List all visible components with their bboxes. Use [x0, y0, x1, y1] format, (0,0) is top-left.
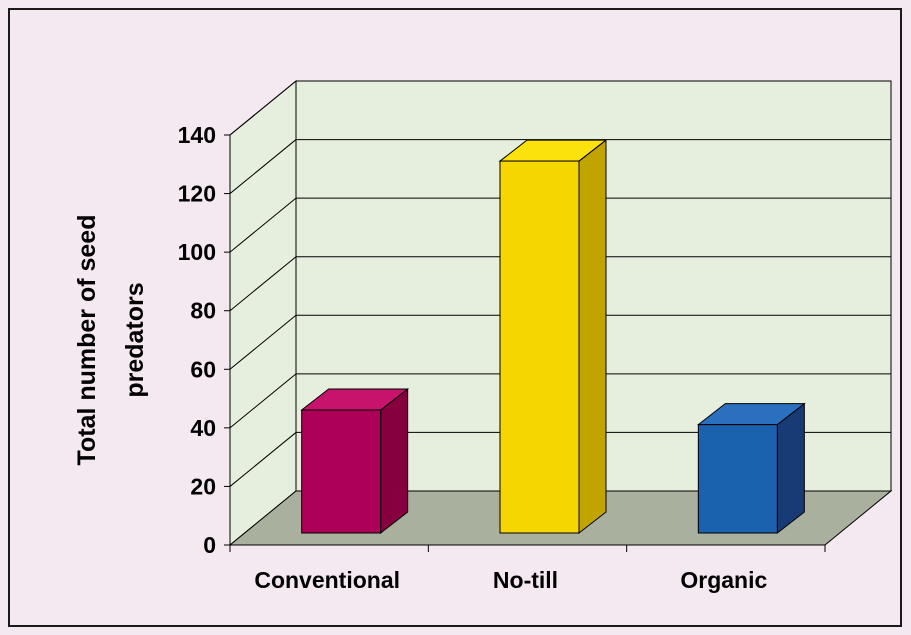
bar-side: [578, 139, 607, 535]
y-tick-label: 120: [178, 181, 216, 207]
side-wall: [229, 79, 297, 547]
y-axis-label-line: Total number of seed: [73, 215, 101, 466]
gridline-side: [229, 256, 297, 312]
gridline-side: [229, 197, 297, 253]
y-tick-label: 0: [203, 532, 216, 558]
gridline-side: [229, 80, 297, 136]
y-tick-label: 60: [190, 356, 216, 382]
axes: [224, 134, 826, 552]
gridline-side: [229, 373, 297, 429]
bar-side: [776, 402, 805, 535]
gridline-side: [229, 139, 297, 194]
chart-frame: [8, 8, 902, 627]
bars: [300, 139, 806, 535]
bar-no-till: [498, 139, 608, 535]
gridline-side: [229, 432, 297, 487]
bar-side: [380, 387, 409, 535]
x-tick-labels: Conventional No-till Organic: [254, 567, 767, 593]
y-tick-label: 100: [178, 239, 216, 265]
y-axis-label: Total number of seed predators: [73, 215, 149, 466]
bar-front: [499, 160, 580, 534]
x-tick-label: Organic: [680, 567, 767, 593]
y-tick-label: 40: [190, 415, 216, 441]
bar-front: [301, 409, 382, 534]
y-tick-label: 80: [190, 298, 216, 324]
x-tick-label: Conventional: [254, 567, 400, 593]
gridline-side: [229, 314, 297, 370]
bar-conventional: [300, 387, 410, 535]
bar-organic: [696, 402, 806, 535]
y-tick-labels: 0 20 40 60 80 100 120 140: [178, 122, 216, 558]
y-tick-label: 20: [190, 473, 216, 499]
bar-front: [697, 424, 778, 534]
y-axis-label-line: predators: [121, 282, 149, 397]
y-tick-label: 140: [178, 122, 216, 148]
x-tick-label: No-till: [493, 567, 558, 593]
